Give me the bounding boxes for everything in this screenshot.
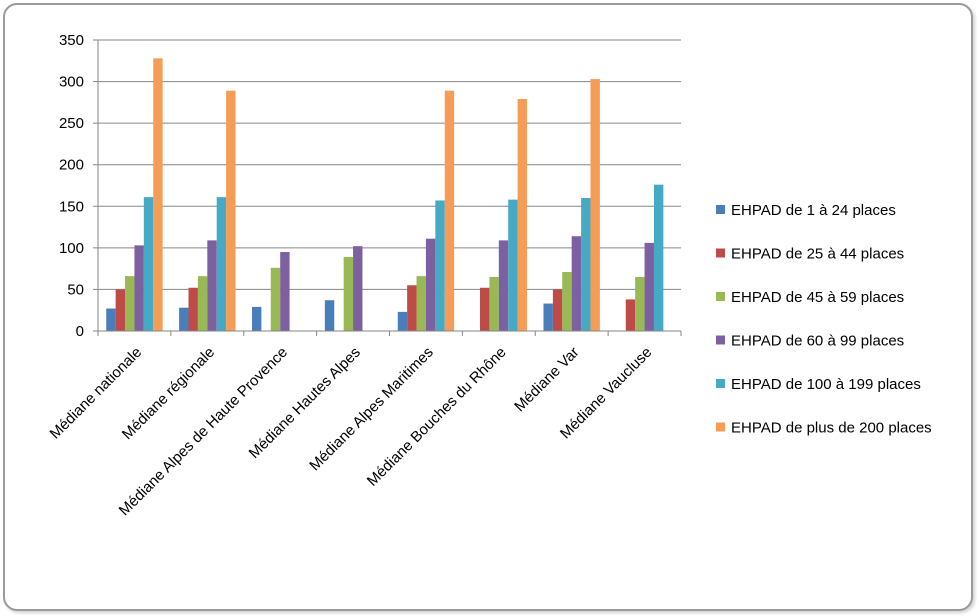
bar xyxy=(407,285,417,331)
bar xyxy=(590,79,600,331)
bar xyxy=(134,245,144,331)
bar xyxy=(397,311,408,331)
bar xyxy=(153,58,163,331)
axes xyxy=(93,39,682,336)
x-tick-label: Médiane Alpes Maritimes xyxy=(306,344,437,475)
y-tick-label: 50 xyxy=(67,281,84,298)
bar xyxy=(444,90,455,332)
bar xyxy=(581,197,591,331)
bar xyxy=(197,276,208,331)
bar xyxy=(343,257,354,331)
bar xyxy=(179,307,189,331)
y-tick-label: 200 xyxy=(59,157,84,174)
bar xyxy=(562,271,572,331)
bar xyxy=(207,240,217,331)
y-tick-label: 300 xyxy=(59,74,84,91)
y-tick-label: 0 xyxy=(76,323,84,340)
bar xyxy=(435,200,445,331)
bar xyxy=(480,287,490,331)
legend-swatch xyxy=(716,422,725,432)
bar xyxy=(489,276,499,331)
legend-label: EHPAD de 60 à 99 places xyxy=(731,333,904,350)
bar xyxy=(324,300,335,331)
legend-swatch xyxy=(716,379,725,388)
bar xyxy=(106,308,116,331)
legend-label: EHPAD de 25 à 44 places xyxy=(731,246,904,263)
legend-swatch xyxy=(716,248,725,258)
x-tick-label: Médiane Var xyxy=(511,344,582,415)
bar xyxy=(226,90,236,332)
bar xyxy=(280,252,290,331)
legend-swatch xyxy=(716,205,725,214)
bar xyxy=(635,276,645,331)
y-tick-labels: 0 50 100 150 200 250 300 350 xyxy=(59,32,84,340)
y-tick-label: 100 xyxy=(59,240,84,257)
bar xyxy=(353,246,363,331)
bar xyxy=(625,299,636,331)
legend-label: EHPAD de 100 à 199 places xyxy=(731,376,921,393)
x-tick-label: Médiane Bouches du Rhône xyxy=(364,344,510,490)
y-tick-label: 350 xyxy=(59,32,84,49)
bar xyxy=(498,240,509,331)
legend-label: EHPAD de plus de 200 places xyxy=(731,420,932,437)
legend-swatch xyxy=(716,335,725,345)
legend-swatch xyxy=(716,292,725,301)
bar xyxy=(653,184,664,331)
bar xyxy=(552,289,563,331)
bar xyxy=(508,199,518,331)
bar xyxy=(251,306,262,331)
bar xyxy=(188,287,198,331)
bar xyxy=(125,276,135,331)
bar xyxy=(543,303,553,331)
bar xyxy=(416,276,426,331)
bar xyxy=(571,236,582,331)
y-tick-label: 250 xyxy=(59,115,84,132)
bars xyxy=(106,58,664,332)
legend-label: EHPAD de 1 à 24 places xyxy=(731,202,896,219)
bar xyxy=(216,197,227,331)
y-tick-label: 150 xyxy=(59,198,84,215)
bar xyxy=(115,289,126,331)
bar xyxy=(517,99,528,331)
bar xyxy=(425,238,436,331)
legend: EHPAD de 1 à 24 places EHPAD de 25 à 44 p… xyxy=(716,202,932,437)
bar xyxy=(644,242,654,331)
bar xyxy=(270,267,281,331)
legend-label: EHPAD de 45 à 59 places xyxy=(731,289,904,306)
bar xyxy=(143,197,154,331)
